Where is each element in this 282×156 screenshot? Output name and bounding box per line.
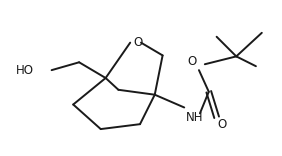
Text: O: O: [188, 55, 197, 68]
Text: O: O: [133, 36, 142, 49]
Text: HO: HO: [16, 64, 34, 77]
Text: O: O: [218, 118, 227, 131]
Text: NH: NH: [186, 111, 204, 124]
